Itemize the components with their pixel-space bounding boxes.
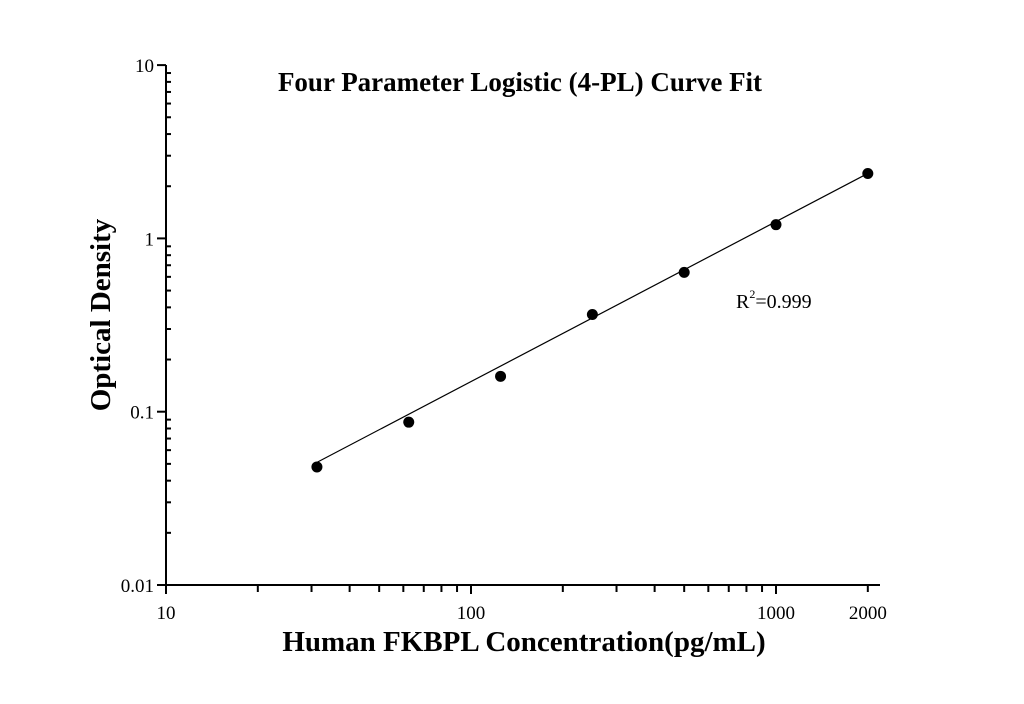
data-point xyxy=(862,167,874,179)
data-points xyxy=(311,167,874,473)
data-point xyxy=(678,266,690,278)
x-tick-label: 1000 xyxy=(757,603,795,624)
x-tick-label: 100 xyxy=(457,603,486,624)
y-tick-label: 1 xyxy=(145,229,155,250)
y-axis-ticks: 0.01 0.1 1 10 xyxy=(121,56,171,597)
axes xyxy=(165,65,880,586)
y-axis-label: Optical Density xyxy=(85,218,117,411)
x-tick-label: 10 xyxy=(157,603,176,624)
data-point xyxy=(770,219,782,231)
y-tick-label: 10 xyxy=(135,56,154,77)
data-point xyxy=(586,308,598,320)
y-tick-label: 0.1 xyxy=(130,403,154,424)
x-axis-label: Human FKBPL Concentration(pg/mL) xyxy=(282,626,765,658)
chart-title: Four Parameter Logistic (4-PL) Curve Fit xyxy=(278,67,762,97)
y-tick-label: 0.01 xyxy=(121,576,154,597)
x-tick-label: 2000 xyxy=(849,603,887,624)
data-point xyxy=(495,370,507,382)
data-point xyxy=(403,416,415,428)
data-point xyxy=(311,461,323,473)
r-squared-annotation: R2=0.999 xyxy=(736,287,812,313)
x-axis-ticks: 10 100 1000 2000 xyxy=(157,585,887,624)
